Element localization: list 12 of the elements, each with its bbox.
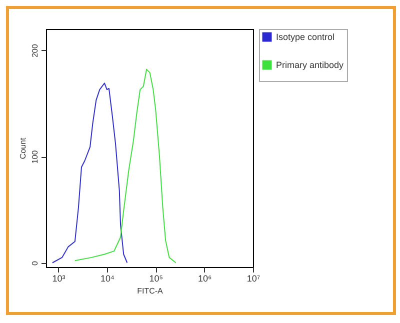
x-tick-label: 10⁷	[246, 274, 260, 284]
y-tick-label: 100	[30, 150, 40, 164]
x-tick-label: 10⁵	[149, 274, 164, 284]
x-axis-title: FITC-A	[137, 286, 164, 296]
y-tick-label: 200	[30, 44, 40, 58]
y-axis-title: Count	[18, 137, 28, 160]
x-tick-label: 10⁴	[100, 274, 115, 284]
legend-label: Isotype control	[276, 32, 335, 42]
x-tick-label: 10⁶	[198, 274, 212, 284]
x-tick-label: 10³	[52, 274, 66, 284]
y-tick-label: 0	[30, 260, 40, 266]
legend-label: Primary antibody	[276, 60, 344, 70]
